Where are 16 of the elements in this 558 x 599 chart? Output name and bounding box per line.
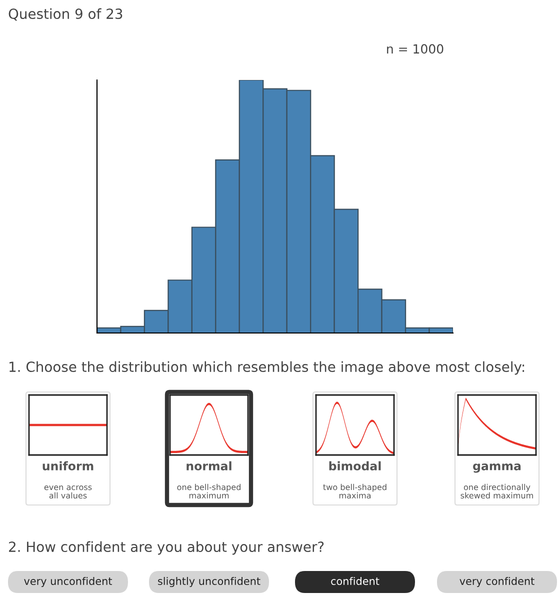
text: 2. How confident are you about your answer?	[9, 541, 324, 555]
text: normal	[186, 461, 232, 470]
text: uniform	[42, 461, 94, 470]
text: confident	[331, 576, 380, 586]
text: one directionally skewed maximum	[460, 484, 533, 499]
text: n = 1000	[387, 44, 444, 54]
text: one bell-shaped maximum	[177, 484, 240, 499]
text: gamma	[473, 464, 521, 473]
text: very unconfident	[24, 576, 112, 588]
text: bimodal	[329, 461, 381, 470]
text: slightly unconfident	[158, 576, 260, 588]
text: two bell-shaped maxima	[323, 484, 386, 499]
text: even across all values	[44, 486, 92, 499]
chart-title: Question 9 of 23	[8, 8, 122, 21]
text: 1. Choose the distribution which resembles the image above most closely:	[10, 361, 524, 375]
text: very confident	[460, 576, 534, 588]
